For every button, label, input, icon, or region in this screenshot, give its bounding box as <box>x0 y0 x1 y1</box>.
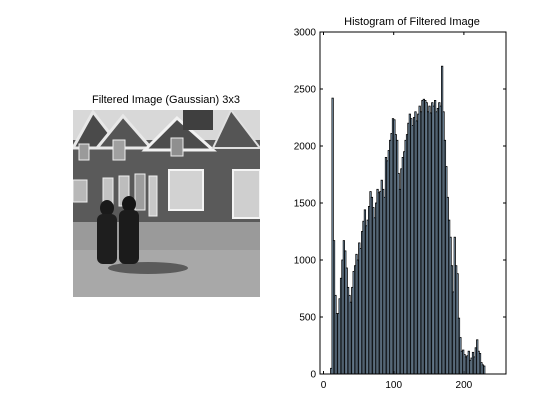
y-tick-label: 500 <box>299 313 316 324</box>
y-tick-label: 2500 <box>294 85 317 96</box>
x-tick-label: 100 <box>385 380 402 391</box>
y-tick-label: 3000 <box>294 28 317 39</box>
filtered-street-image <box>73 110 260 297</box>
y-tick-label: 1000 <box>294 256 317 267</box>
histogram-bar <box>483 365 486 375</box>
histogram-bars <box>330 65 486 375</box>
image-title: Filtered Image (Gaussian) 3x3 <box>92 94 240 106</box>
histogram-title: Histogram of Filtered Image <box>344 16 480 28</box>
histogram-ticks: 0 500 1000 1500 2000 2500 3000 0 100 200 <box>294 28 506 391</box>
y-tick-label: 1500 <box>294 199 317 210</box>
x-tick-label: 0 <box>321 380 327 391</box>
y-tick-label: 2000 <box>294 142 317 153</box>
x-tick-label: 200 <box>456 380 473 391</box>
y-tick-label: 0 <box>310 370 316 381</box>
street-photo-illustration <box>73 110 260 297</box>
